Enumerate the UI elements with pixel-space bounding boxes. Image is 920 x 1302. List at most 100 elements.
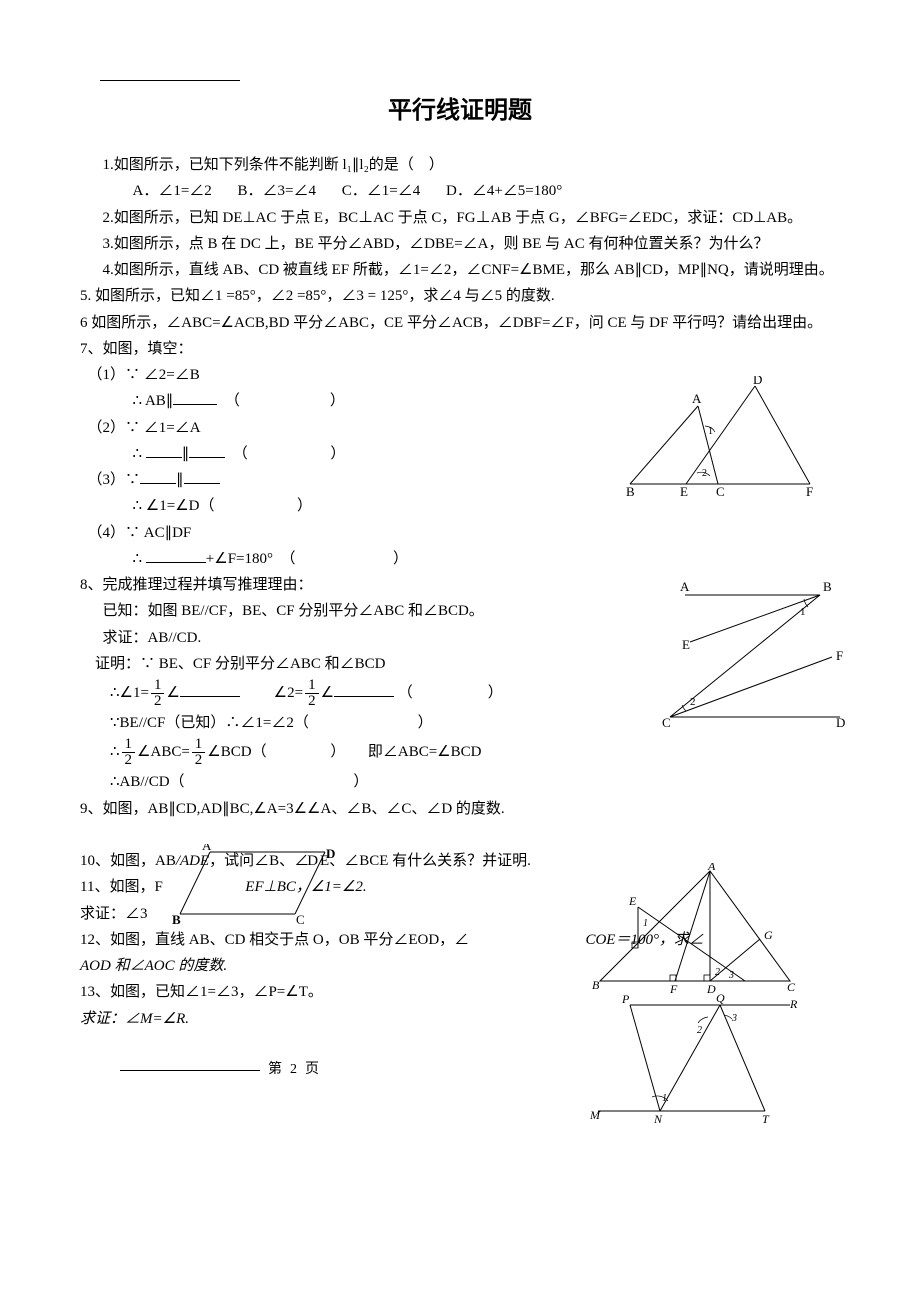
t: 12、如图，直线 AB、CD 相交于点 O，OB 平分∠EOD，∠ <box>80 932 469 948</box>
q1-opt-b: B．∠3=∠4 <box>238 183 316 199</box>
q1-text: 1.如图所示，已知下列条件不能判断 l₁∥l₂的是（ ） <box>80 152 840 178</box>
q7-2-mid: ∥ <box>182 446 190 462</box>
foot-suf: 页 <box>305 1058 319 1083</box>
t: ∴∠1= <box>110 685 149 701</box>
lbl-D: D <box>836 715 845 730</box>
lbl-B: B <box>823 579 832 594</box>
t: 11、如图，F <box>80 879 163 895</box>
lbl-A: A <box>680 579 690 594</box>
q8-pf5: ∴AB//CD（ ） <box>80 769 840 795</box>
blank <box>146 548 206 563</box>
t: 即∠ABC=∠BCD <box>368 744 482 760</box>
lbl-C: C <box>787 980 796 993</box>
lbl-B: B <box>626 484 635 496</box>
lbl-F: F <box>806 484 813 496</box>
blank <box>146 443 182 458</box>
lbl-E: E <box>628 894 637 908</box>
lbl-F: F <box>669 982 678 993</box>
q7-4-c-txt: +∠F=180° （ <box>206 551 296 567</box>
q5-text: 5. 如图所示，已知∠1 =85°，∠2 =85°，∠3 = 125°，求∠4 … <box>80 283 840 309</box>
fig-prmt: P R M N T Q 1 2 3 <box>590 993 800 1123</box>
blank <box>180 682 240 697</box>
foot-pre: 第 <box>268 1058 282 1083</box>
lbl-D: D <box>753 376 762 387</box>
rp: ） <box>330 446 345 462</box>
q1-options: A．∠1=∠2 B．∠3=∠4 C．∠1=∠4 D．∠4+∠5=180° <box>80 178 840 204</box>
frac-icon: 12 <box>122 737 136 768</box>
footer-rule <box>120 1070 260 1071</box>
t: ∠ <box>321 685 334 701</box>
q1-opt-c: C．∠1=∠4 <box>342 183 420 199</box>
q7-3-b: ∴ ∠1=∠D（ ） <box>80 493 840 519</box>
lbl-E: E <box>680 484 688 496</box>
lbl-3: 3 <box>731 1013 737 1024</box>
rp: ） <box>353 774 368 790</box>
q7-head: 7、如图，填空： <box>80 336 840 362</box>
blank <box>184 469 220 484</box>
frac-icon: 12 <box>151 678 165 709</box>
lbl-2: 2 <box>690 696 696 708</box>
lbl-Q: Q <box>716 993 725 1005</box>
q4-text: 4.如图所示，直线 AB、CD 被直线 EF 所截，∠1=∠2，∠CNF=∠BM… <box>80 257 840 283</box>
lbl-2: 2 <box>697 1025 702 1036</box>
q7-4-a: （4）∵ AC∥DF <box>80 520 840 546</box>
lbl-P: P <box>621 993 630 1006</box>
lbl-C: C <box>716 484 725 496</box>
lp: （ <box>233 446 248 462</box>
lbl-B: B <box>172 912 181 924</box>
lbl-D: D <box>326 846 335 861</box>
lbl-A: A <box>202 844 212 853</box>
lbl-C: C <box>296 912 305 924</box>
q6-text: 6 如图所示，∠ABC=∠ACB,BD 平分∠ABC，CE 平分∠ACB，∠DB… <box>80 310 840 336</box>
t: ∠2= <box>274 685 303 701</box>
t: E、∠BCE 有什么关系？并证明. <box>320 853 531 869</box>
lbl-1: 1 <box>643 918 648 929</box>
q7-1-b-txt: ∴ AB∥ <box>133 393 174 409</box>
lbl-E: E <box>682 637 690 652</box>
q10-13-block: 10、如图，AB/ADE，试问∠B、∠DE、∠BCE 有什么关系？并证明. 11… <box>80 848 840 1032</box>
blank <box>334 682 394 697</box>
lbl-A: A <box>707 863 716 873</box>
lbl-1: 1 <box>662 1093 667 1104</box>
q7-3-b-txt: ∴ ∠1=∠D（ <box>133 498 215 514</box>
header-rule <box>100 80 240 81</box>
q7-block: 7、如图，填空： （1）∵ ∠2=∠B ∴ AB∥ （ ） （2）∵ ∠1=∠A… <box>80 336 840 572</box>
lbl-T: T <box>762 1112 770 1123</box>
q7-3-a-txt: （3）∵ <box>88 472 141 488</box>
rp: ） <box>330 393 345 409</box>
plgm-svg: A D B C <box>170 844 350 924</box>
lbl-G: G <box>764 928 773 942</box>
lbl-1: 1 <box>800 606 806 618</box>
rp: ） <box>488 685 503 701</box>
lp: （ <box>398 685 413 701</box>
q2-text: 2.如图所示，已知 DE⊥AC 于点 E，BC⊥AC 于点 C，FG⊥AB 于点… <box>80 205 840 231</box>
q7-2-b-txt: ∴ <box>133 446 143 462</box>
lbl-C: C <box>662 715 671 730</box>
doc-title: 平行线证明题 <box>80 90 840 132</box>
q2-span: 2.如图所示，已知 DE⊥AC 于点 E，BC⊥AC 于点 C，FG⊥AB 于点… <box>103 210 803 226</box>
lbl-N: N <box>653 1112 663 1123</box>
rp: ） <box>393 551 408 567</box>
t: ∠BCD（ <box>207 744 266 760</box>
frac-icon: 12 <box>192 737 206 768</box>
t: ∠ <box>166 685 179 701</box>
foot-num: 2 <box>290 1058 297 1083</box>
q8-pf4: ∴12∠ABC=12∠BCD（ ） 即∠ABC=∠BCD <box>80 736 840 769</box>
lbl-3: 3 <box>728 970 734 981</box>
q8-block: 8、完成推理过程并填写推理理由： 已知：如图 BE//CF，BE、CF 分别平分… <box>80 572 840 796</box>
lbl-B: B <box>592 978 600 992</box>
q7-4-b: ∴ +∠F=180° （ ） <box>80 546 840 572</box>
q1-opt-a: A．∠1=∠2 <box>133 183 212 199</box>
lbl-2: 2 <box>715 967 720 978</box>
rp: ） <box>297 498 312 514</box>
blank <box>173 390 217 405</box>
t: ∠ABC= <box>137 744 190 760</box>
rp: ） <box>330 744 345 760</box>
q7-3-mid: ∥ <box>176 472 184 488</box>
lbl-D: D <box>706 982 716 993</box>
lbl-A: A <box>692 391 702 406</box>
q7-4-b-txt: ∴ <box>133 551 143 567</box>
blank <box>140 469 176 484</box>
t: ∴AB//CD（ <box>110 774 185 790</box>
fig-triangle: A B C D E F G 1 2 3 <box>590 863 800 993</box>
